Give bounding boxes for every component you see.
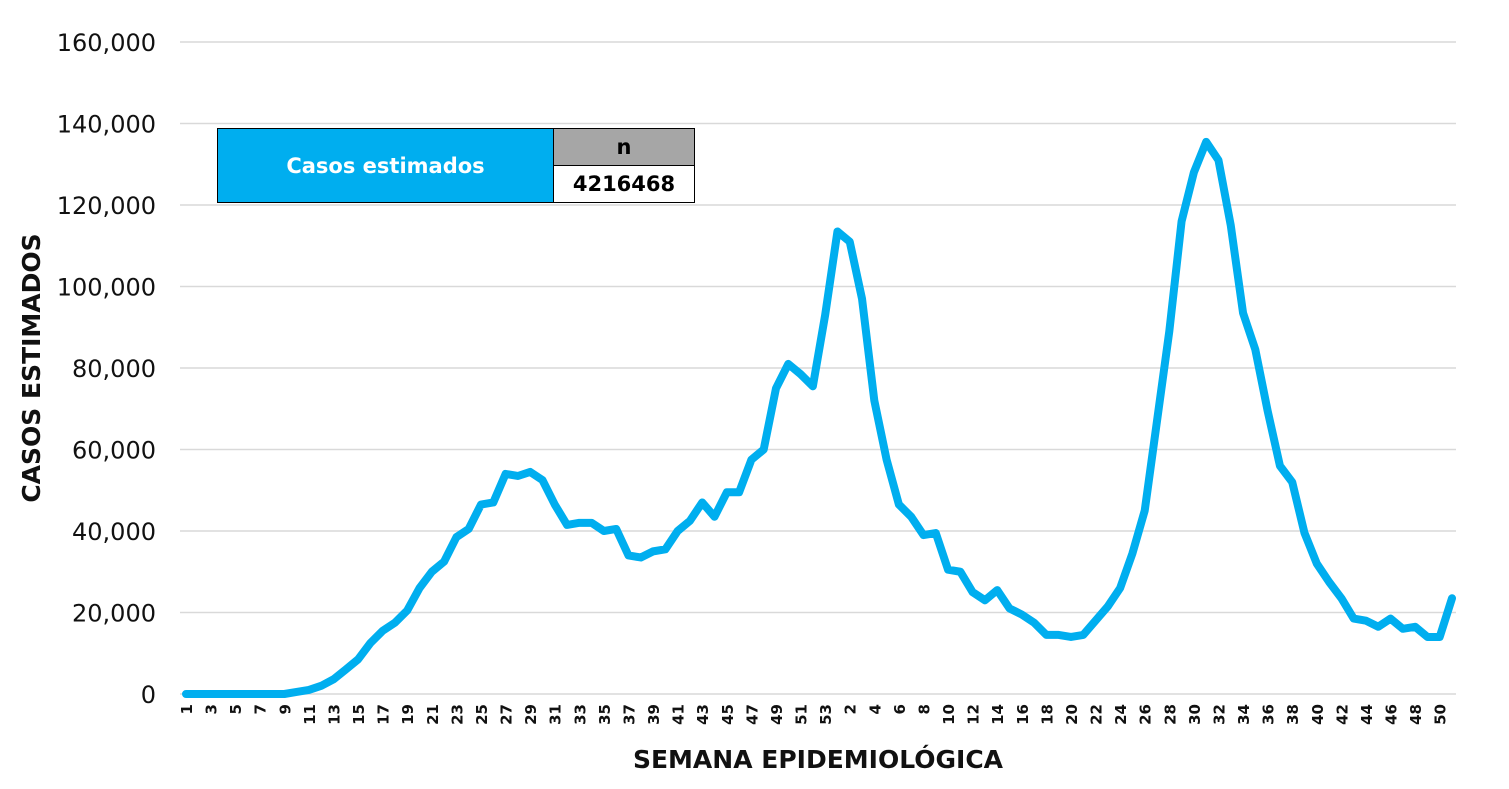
x-tick-label: 3 [203,704,221,714]
summary-label: Casos estimados [217,128,554,203]
x-tick-label: 46 [1383,704,1401,725]
x-tick-label: 37 [620,704,638,725]
x-tick-label: 47 [743,704,761,725]
y-tick-label: 160,000 [57,29,156,57]
x-tick-label: 16 [1014,704,1032,725]
x-tick-label: 50 [1432,704,1450,725]
x-tick-label: 36 [1260,704,1278,725]
series-line [182,137,1456,698]
x-tick-label: 42 [1333,704,1351,725]
y-tick-label: 0 [141,681,156,709]
x-tick-label: 44 [1358,704,1376,725]
x-tick-label: 40 [1309,704,1327,725]
x-tick-label: 25 [473,704,491,725]
x-tick-label: 31 [547,704,565,725]
x-tick-label: 8 [915,704,933,714]
x-tick-label: 24 [1112,704,1130,725]
x-tick-label: 48 [1407,704,1425,725]
x-tick-label: 32 [1210,704,1228,725]
x-tick-label: 1 [178,704,196,714]
x-tick-label: 7 [252,704,270,714]
x-tick-label: 26 [1137,704,1155,725]
x-tick-label: 2 [842,704,860,714]
x-tick-label: 15 [350,704,368,725]
x-tick-label: 51 [793,704,811,725]
y-tick-label: 100,000 [57,274,156,302]
x-tick-label: 29 [522,704,540,725]
x-tick-label: 10 [940,704,958,725]
y-axis-ticks: 0 20,000 40,000 60,000 80,000 100,000 120,000 1… [57,29,156,709]
x-tick-label: 12 [965,704,983,725]
x-tick-label: 4 [866,704,884,714]
x-tick-label: 11 [301,704,319,725]
x-tick-label: 13 [325,704,343,725]
x-tick-label: 9 [276,704,294,714]
x-tick-label: 45 [719,704,737,725]
y-tick-label: 20,000 [72,600,156,628]
x-tick-label: 38 [1284,704,1302,725]
x-tick-label: 27 [498,704,516,725]
x-axis-ticks: 1 3 5 7 9 11 13 15 17 19 21 23 25 27 29 31 33 35 37 39 41 43 4… [178,704,1450,725]
x-tick-label: 22 [1088,704,1106,725]
x-tick-label: 39 [645,704,663,725]
x-tick-label: 49 [768,704,786,725]
x-tick-label: 33 [571,704,589,725]
summary-header: n [553,128,695,166]
x-tick-label: 35 [596,704,614,725]
y-axis-title: CASOS ESTIMADOS [17,233,46,502]
x-tick-label: 53 [817,704,835,725]
x-tick-label: 28 [1161,704,1179,725]
summary-table: Casos estimados n 4216468 [217,128,695,203]
x-axis-title: SEMANA EPIDEMIOLÓGICA [633,744,1004,774]
x-tick-label: 41 [670,704,688,725]
x-tick-label: 21 [424,704,442,725]
summary-value: 4216468 [553,165,695,203]
x-tick-label: 14 [989,704,1007,725]
x-tick-label: 5 [227,704,245,714]
x-tick-label: 34 [1235,704,1253,725]
x-tick-label: 19 [399,704,417,725]
y-tick-label: 40,000 [72,518,156,546]
x-tick-label: 17 [375,704,393,725]
x-tick-label: 23 [448,704,466,725]
x-tick-label: 6 [891,704,909,714]
x-tick-label: 20 [1063,704,1081,725]
y-tick-label: 120,000 [57,192,156,220]
y-tick-label: 60,000 [72,437,156,465]
x-tick-label: 18 [1038,704,1056,725]
y-tick-label: 140,000 [57,111,156,139]
x-tick-label: 43 [694,704,712,725]
x-tick-label: 30 [1186,704,1204,725]
y-tick-label: 80,000 [72,355,156,383]
series-layer [182,137,1456,698]
